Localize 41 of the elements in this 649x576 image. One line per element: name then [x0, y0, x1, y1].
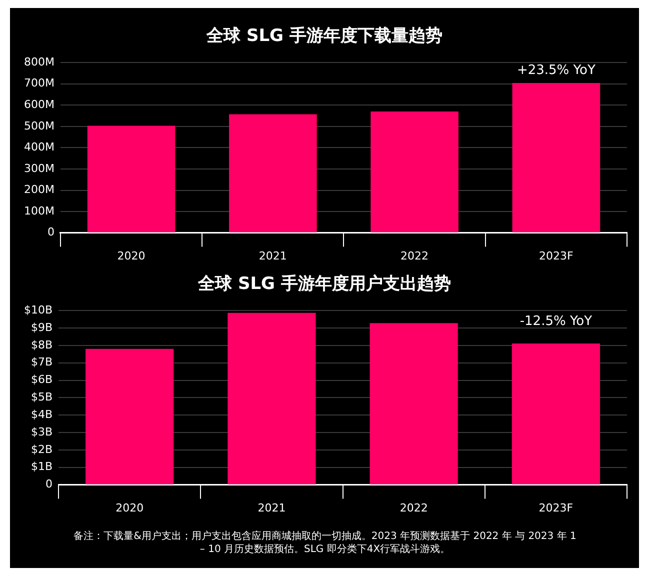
bar	[87, 126, 176, 232]
y-tick-label: $7B	[30, 356, 53, 369]
y-tick-label: 600M	[24, 98, 54, 112]
y-tick-label: $5B	[30, 390, 53, 404]
annotation: +23.5% YoY	[516, 62, 596, 78]
y-tick-label: $10B	[24, 303, 53, 316]
y-tick-label: 800M	[24, 55, 54, 68]
y-tick-label: $9B	[30, 320, 53, 334]
y-tick-label: $1B	[30, 460, 53, 474]
chart-title: 全球 SLG 手游年度下载量趋势	[205, 25, 444, 48]
x-tick-label: 2023F	[538, 501, 574, 514]
bar	[86, 348, 174, 484]
y-tick-label: $4B	[30, 408, 53, 421]
bar	[370, 112, 458, 232]
x-tick-label: 2021	[258, 501, 286, 514]
y-tick-label: 100M	[24, 204, 54, 218]
y-tick-label: 400M	[24, 140, 54, 154]
x-tick-label: 2021	[258, 249, 287, 262]
bar	[370, 323, 458, 484]
y-tick-label: 200M	[24, 183, 54, 196]
bar	[229, 114, 317, 232]
x-tick-label: 2022	[400, 249, 429, 262]
y-tick-label: 700M	[24, 76, 54, 90]
y-tick-label: $8B	[30, 338, 53, 352]
y-tick-label: 0	[46, 478, 53, 491]
y-tick-label: 500M	[24, 119, 54, 132]
y-tick-label: 300M	[24, 162, 54, 175]
annotation: -12.5% YoY	[520, 314, 592, 329]
y-tick-label: 0	[47, 226, 54, 239]
bar	[512, 344, 600, 484]
x-tick-label: 2020	[116, 501, 144, 514]
bar	[228, 312, 316, 484]
text: 备注：下载量&用户支出；用户支出包含应用商城抽取的一切抽成。2023 年预测数据基于 2022 年 与 2023 年 1 – 10 月历史数据预估。SLG 即分类下4X行军战斗游戏。	[72, 530, 578, 556]
y-tick-label: $3B	[30, 425, 53, 438]
x-tick-label: 2022	[400, 501, 428, 514]
x-tick-label: 2023F	[539, 249, 574, 262]
y-tick-label: $6B	[30, 373, 53, 386]
bar	[512, 83, 600, 232]
chart-title: 全球 SLG 手游年度用户支出趋势	[196, 273, 452, 296]
y-tick-label: $2B	[30, 442, 53, 456]
x-tick-label: 2020	[117, 249, 146, 262]
